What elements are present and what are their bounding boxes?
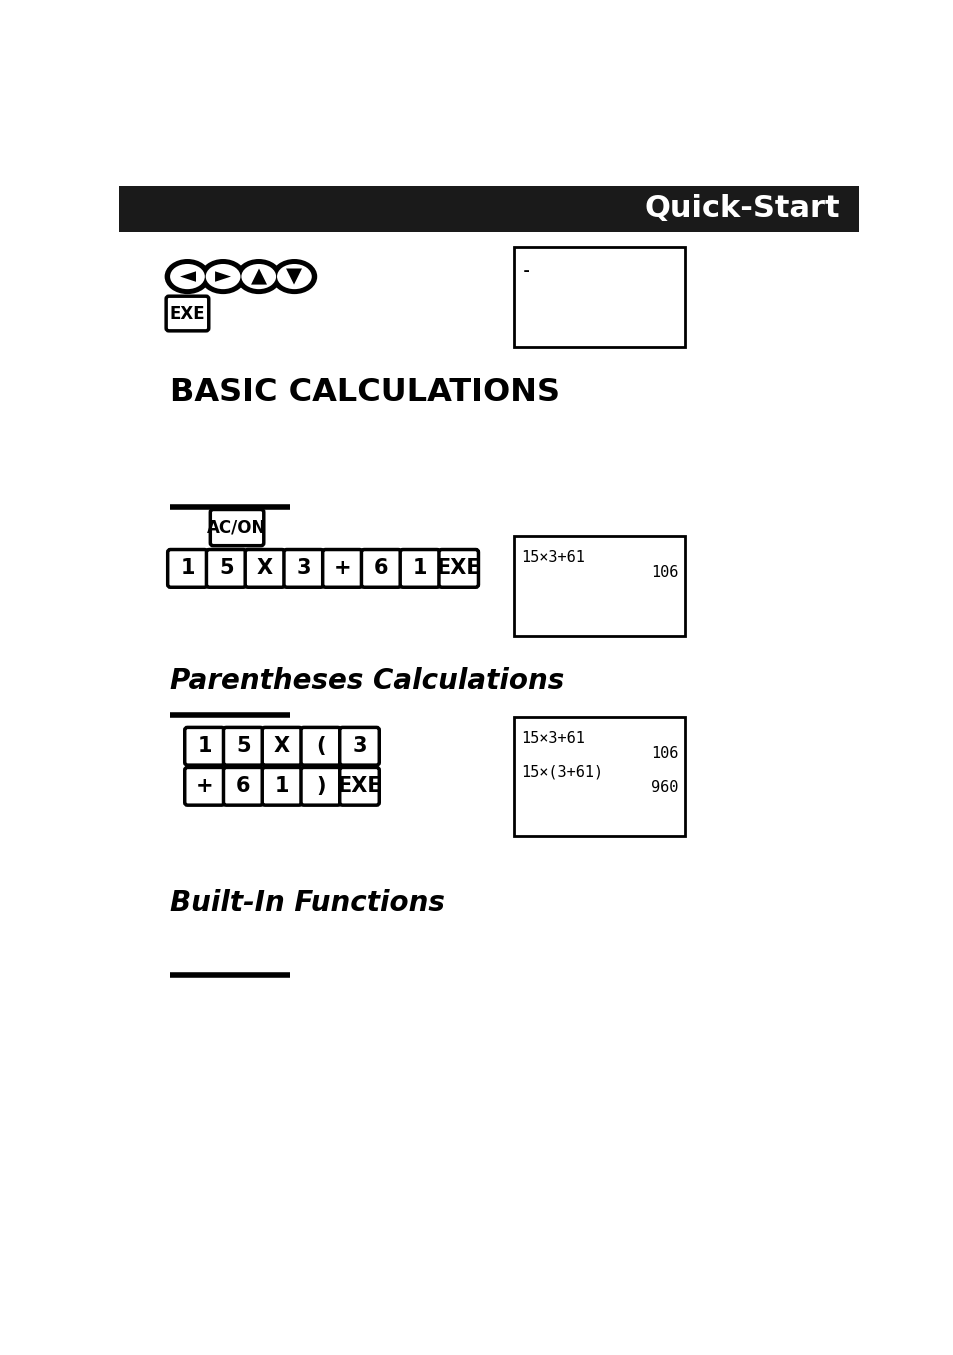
Bar <box>514 248 684 347</box>
Text: AC/ON: AC/ON <box>207 519 267 537</box>
Text: 960: 960 <box>651 780 679 795</box>
Text: 15×(3+61): 15×(3+61) <box>520 764 602 779</box>
Text: 6: 6 <box>374 558 388 579</box>
Text: EXE: EXE <box>170 305 205 322</box>
FancyBboxPatch shape <box>438 550 478 587</box>
Text: -: - <box>521 263 531 278</box>
Text: 1: 1 <box>197 736 212 756</box>
Ellipse shape <box>276 264 312 289</box>
FancyBboxPatch shape <box>339 767 379 805</box>
Text: ▼: ▼ <box>286 267 302 286</box>
Ellipse shape <box>272 259 317 294</box>
Text: Quick-Start: Quick-Start <box>643 194 840 224</box>
Text: BASIC CALCULATIONS: BASIC CALCULATIONS <box>170 377 559 408</box>
Text: 3: 3 <box>352 736 366 756</box>
FancyBboxPatch shape <box>301 728 340 766</box>
FancyBboxPatch shape <box>262 728 301 766</box>
FancyBboxPatch shape <box>399 550 439 587</box>
Text: Parentheses Calculations: Parentheses Calculations <box>170 667 563 695</box>
FancyBboxPatch shape <box>185 728 224 766</box>
Text: 5: 5 <box>235 736 251 756</box>
Text: 106: 106 <box>651 565 679 580</box>
FancyBboxPatch shape <box>339 728 379 766</box>
FancyBboxPatch shape <box>168 550 207 587</box>
FancyBboxPatch shape <box>262 767 301 805</box>
Text: X: X <box>256 558 273 579</box>
Ellipse shape <box>206 264 240 289</box>
FancyBboxPatch shape <box>301 767 340 805</box>
Text: (: ( <box>315 736 325 756</box>
FancyBboxPatch shape <box>185 767 224 805</box>
FancyBboxPatch shape <box>245 550 284 587</box>
Text: 1: 1 <box>274 776 289 797</box>
Text: 3: 3 <box>296 558 311 579</box>
Ellipse shape <box>241 264 275 289</box>
Text: ◄: ◄ <box>179 267 195 286</box>
FancyBboxPatch shape <box>361 550 400 587</box>
Text: 106: 106 <box>651 747 679 762</box>
Text: +: + <box>334 558 351 579</box>
Text: ►: ► <box>214 267 231 286</box>
Text: EXE: EXE <box>436 558 480 579</box>
FancyBboxPatch shape <box>206 550 246 587</box>
FancyBboxPatch shape <box>166 297 209 331</box>
FancyBboxPatch shape <box>223 728 263 766</box>
Text: 1: 1 <box>413 558 427 579</box>
FancyBboxPatch shape <box>322 550 362 587</box>
FancyBboxPatch shape <box>210 509 264 546</box>
Text: +: + <box>195 776 213 797</box>
Ellipse shape <box>170 264 205 289</box>
Text: 6: 6 <box>235 776 251 797</box>
Text: 15×3+61: 15×3+61 <box>520 550 584 565</box>
Bar <box>514 537 684 635</box>
Text: 1: 1 <box>180 558 194 579</box>
Bar <box>119 186 858 232</box>
Text: 5: 5 <box>218 558 233 579</box>
Text: X: X <box>274 736 290 756</box>
Ellipse shape <box>200 259 246 294</box>
FancyBboxPatch shape <box>223 767 263 805</box>
FancyBboxPatch shape <box>284 550 323 587</box>
Bar <box>514 717 684 836</box>
Text: ▲: ▲ <box>251 267 267 286</box>
Ellipse shape <box>165 259 210 294</box>
Text: ): ) <box>315 776 325 797</box>
Text: Built-In Functions: Built-In Functions <box>170 889 444 917</box>
Ellipse shape <box>235 259 281 294</box>
Text: EXE: EXE <box>336 776 381 797</box>
Text: 15×3+61: 15×3+61 <box>520 730 584 745</box>
